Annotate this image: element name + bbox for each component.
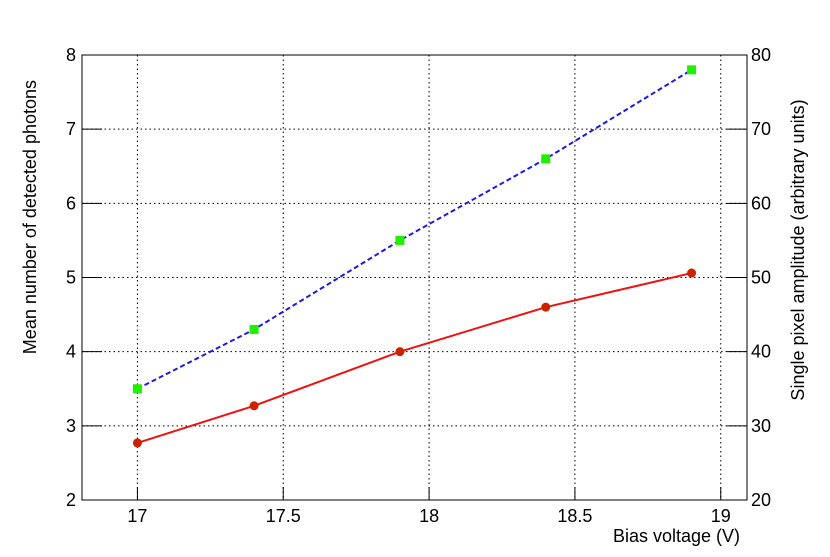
y-axis-title: Mean number of detected photons	[20, 80, 40, 354]
y-tick-label: 7	[66, 119, 76, 139]
marker	[249, 401, 259, 411]
x-axis-title: Bias voltage (V)	[613, 526, 740, 546]
x-tick-label: 19	[711, 506, 731, 526]
y2-axis-title: Single pixel amplitude (arbitrary units)	[788, 99, 808, 400]
y-tick-label: 8	[66, 45, 76, 65]
series-line	[136, 68, 693, 390]
y-tick-label: 3	[66, 416, 76, 436]
x-tick-label: 17.5	[266, 506, 301, 526]
y2-tick-label: 50	[751, 268, 771, 288]
series-line	[137, 272, 692, 444]
marker	[132, 438, 142, 448]
marker	[541, 302, 551, 312]
y2-tick-label: 20	[751, 490, 771, 510]
y-tick-label: 2	[66, 490, 76, 510]
y-tick-label: 5	[66, 268, 76, 288]
y2-tick-label: 40	[751, 342, 771, 362]
marker	[395, 347, 405, 357]
y2-tick-label: 60	[751, 193, 771, 213]
marker	[395, 235, 405, 245]
y-tick-label: 4	[66, 342, 76, 362]
marker	[132, 384, 142, 394]
marker	[249, 324, 259, 334]
marker	[687, 65, 697, 75]
x-tick-label: 18.5	[557, 506, 592, 526]
y2-tick-label: 70	[751, 119, 771, 139]
marker	[687, 268, 697, 278]
x-tick-label: 17	[127, 506, 147, 526]
x-tick-label: 18	[419, 506, 439, 526]
y2-tick-label: 30	[751, 416, 771, 436]
y-tick-label: 6	[66, 193, 76, 213]
y2-tick-label: 80	[751, 45, 771, 65]
marker	[541, 154, 551, 164]
